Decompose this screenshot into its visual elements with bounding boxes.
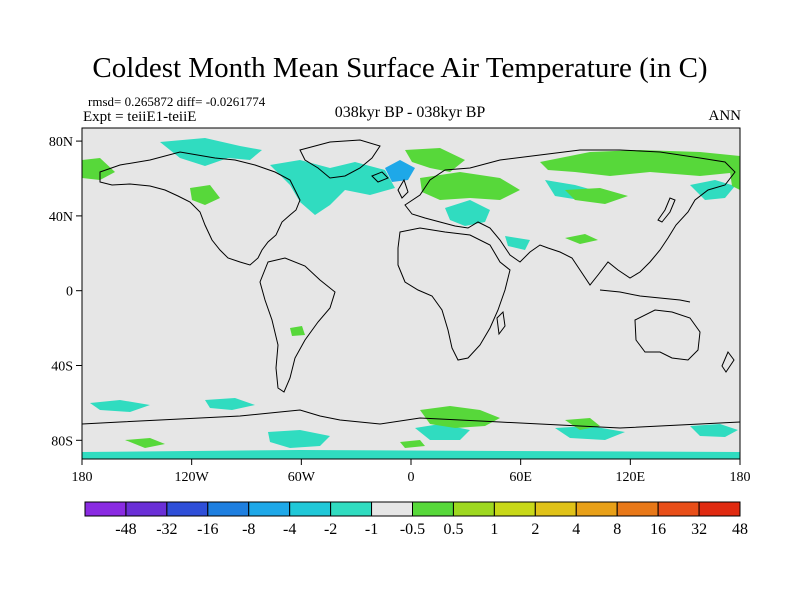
coastline-indonesia — [599, 289, 691, 303]
colorbar-label: 16 — [650, 521, 666, 538]
anomaly-patch — [405, 148, 465, 172]
anomaly-patch — [555, 426, 625, 440]
colorbar-label: 8 — [613, 521, 621, 538]
anomaly-patch — [290, 326, 305, 336]
lat-tick-label: 80S — [51, 434, 73, 449]
coastline-antarctica — [82, 409, 740, 429]
lon-tick-label: 120E — [616, 470, 646, 485]
anomaly-patch — [82, 450, 740, 459]
colorbar-swatch — [616, 501, 659, 517]
anomaly-patch — [690, 424, 738, 437]
longitude-axis: 180 120W 60W 0 60E 120E 180 — [72, 459, 751, 485]
colorbar-swatch — [371, 501, 413, 517]
colorbar-label: -32 — [156, 521, 177, 538]
colorbar-swatch — [452, 501, 495, 517]
coastline-madagascar — [496, 310, 506, 336]
coastline-greenland — [299, 139, 381, 179]
experiment-label: Expt = teiiE1-teiiE — [83, 109, 197, 125]
coastline-africa — [397, 227, 511, 361]
colorbar-label: 48 — [732, 521, 748, 538]
anomaly-patch — [415, 424, 470, 440]
lat-tick-label: 40N — [49, 210, 73, 225]
anomaly-patches — [82, 138, 740, 459]
coastline-iceland — [371, 171, 389, 183]
anomaly-patch — [270, 160, 395, 215]
anomaly-patch — [205, 398, 255, 410]
colorbar-label: -16 — [197, 521, 218, 538]
plot-title: Coldest Month Mean Surface Air Temperatu… — [92, 52, 708, 84]
colorbar-label: -8 — [242, 521, 255, 538]
lat-tick-label: 0 — [66, 285, 73, 300]
colorbar-swatch — [248, 501, 291, 517]
anomaly-patch — [445, 200, 490, 226]
colorbar-swatch — [166, 501, 209, 517]
lon-tick-label: 120W — [175, 470, 210, 485]
anomaly-patch — [420, 172, 520, 200]
coastline-japan — [657, 197, 676, 223]
colorbar-swatch — [84, 501, 127, 517]
colorbar-label: 4 — [572, 521, 580, 538]
colorbar-swatch — [657, 501, 700, 517]
coastlines — [82, 139, 740, 429]
colorbar-swatch — [330, 501, 373, 517]
colorbar-label: -48 — [115, 521, 136, 538]
anomaly-patch — [385, 160, 415, 182]
season-label: ANN — [708, 108, 742, 124]
lon-tick-label: 0 — [408, 470, 415, 485]
colorbar-label: -0.5 — [400, 521, 425, 538]
anomaly-patch — [190, 185, 220, 205]
colorbar-swatch — [207, 501, 250, 517]
coastline-south-america — [259, 257, 336, 393]
anomaly-patch — [268, 430, 330, 448]
coastline-north-america — [99, 151, 301, 266]
colorbar-label: -1 — [365, 521, 378, 538]
colorbar-label: -2 — [324, 521, 337, 538]
anomaly-patch — [420, 406, 500, 428]
stats-label: rmsd= 0.265872 diff= -0.0261774 — [88, 94, 266, 109]
latitude-axis: 80N 40N 0 40S 80S — [49, 135, 82, 449]
lat-tick-label: 40S — [51, 359, 73, 374]
lon-tick-label: 60E — [509, 470, 532, 485]
colorbar-label: 2 — [531, 521, 539, 538]
anomaly-patch — [400, 440, 425, 448]
anomaly-patch — [160, 138, 262, 166]
colorbar-swatch — [575, 501, 618, 517]
colorbar-swatch — [534, 501, 577, 517]
coastline-australia — [634, 309, 701, 361]
colorbar: -48 -32 -16 -8 -4 -2 -1 -0.5 0.5 1 2 4 8 16 32 48 — [84, 501, 748, 538]
colorbar-swatch — [289, 501, 332, 517]
colorbar-swatch — [493, 501, 536, 517]
period-label: 038kyr BP - 038kyr BP — [334, 104, 486, 121]
colorbar-label: -4 — [283, 521, 296, 538]
map-background — [82, 128, 740, 459]
colorbar-label: 32 — [691, 521, 707, 538]
coastline-eurasia — [404, 149, 736, 286]
anomaly-patch — [125, 438, 165, 448]
anomaly-patch — [90, 400, 150, 412]
lat-tick-label: 80N — [49, 135, 73, 150]
colorbar-swatch — [698, 501, 741, 517]
anomaly-patch — [565, 234, 598, 244]
coastline-british-isles — [397, 178, 409, 199]
colorbar-swatch — [412, 501, 454, 517]
lon-tick-label: 180 — [730, 470, 751, 485]
lon-tick-label: 60W — [288, 470, 316, 485]
colorbar-label: 1 — [490, 521, 498, 538]
colorbar-label: 0.5 — [443, 521, 463, 538]
coastline-new-zealand — [721, 351, 735, 373]
anomaly-patch — [565, 188, 628, 204]
lon-tick-label: 180 — [72, 470, 93, 485]
colorbar-swatch — [125, 501, 168, 517]
anomaly-patch — [82, 158, 115, 180]
anomaly-patch — [505, 236, 530, 250]
